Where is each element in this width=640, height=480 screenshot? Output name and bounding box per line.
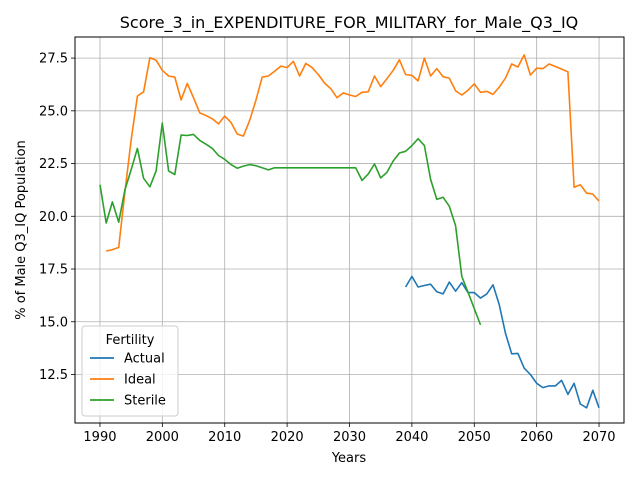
y-tick-label: 27.5 [39,52,68,67]
x-tick-label: 2060 [520,430,553,445]
y-tick-label: 20.0 [39,210,68,225]
chart-title: Score_3_in_EXPENDITURE_FOR_MILITARY_for_… [120,13,579,33]
series-line-sterile [99,122,482,326]
x-tick-label: 2070 [582,430,615,445]
series-line-ideal [106,54,600,252]
y-tick-label: 25.0 [39,104,68,119]
y-tick-label: 17.5 [39,263,68,278]
axis-ticks: 1990 2000 2010 2020 2030 2040 2050 2060 2070 12.5… [39,52,616,445]
x-tick-label: 2000 [146,430,179,445]
x-tick-label: 2020 [271,430,304,445]
series-line-actual [404,275,600,409]
x-tick-label: 1990 [83,430,116,445]
x-tick-label: 2030 [333,430,366,445]
y-tick-label: 22.5 [39,157,68,172]
legend-box [81,325,179,417]
legend-label-ideal: Ideal [124,373,156,388]
x-tick-label: 2010 [208,430,241,445]
legend-title: Fertility [106,333,155,348]
y-axis-label: % of Male Q3_IQ Population [14,140,29,320]
legend-label-sterile: Sterile [124,394,166,409]
x-axis-label: Years [331,451,367,466]
y-tick-label: 15.0 [39,315,68,330]
x-tick-label: 2040 [395,430,428,445]
legend: Fertility Actual Ideal Sterile [81,325,179,417]
legend-label-actual: Actual [124,352,165,367]
x-tick-label: 2050 [458,430,491,445]
series-layer [99,54,600,409]
y-tick-label: 12.5 [39,368,68,383]
grid-lines [75,37,624,423]
